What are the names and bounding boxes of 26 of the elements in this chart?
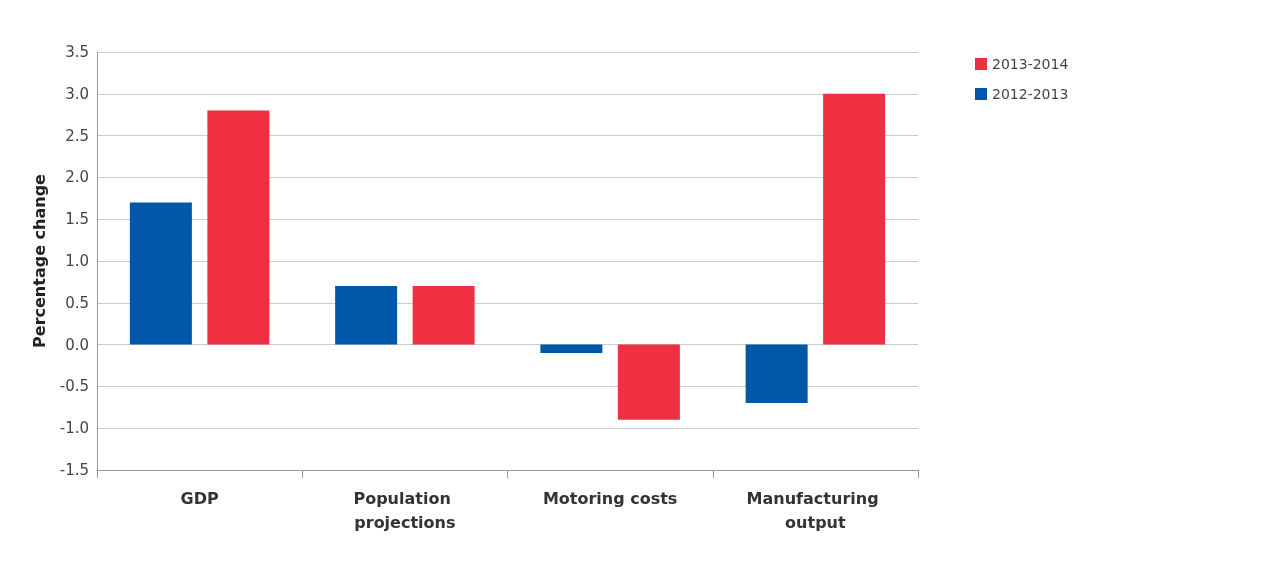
bar — [617, 344, 680, 420]
y-tick-label: 2.0 — [65, 168, 89, 187]
y-tick-label: -1.5 — [59, 461, 89, 479]
y-tick-label: 3.0 — [65, 84, 89, 103]
y-tick-label: 0.0 — [65, 335, 89, 354]
y-tick-label: -0.5 — [59, 377, 89, 396]
bar — [335, 286, 398, 345]
y-tick-label: 1.5 — [65, 210, 89, 229]
bar — [412, 286, 475, 345]
y-tick-label: 1.0 — [65, 252, 89, 270]
bar — [540, 344, 603, 353]
x-tick-label: GDP — [180, 488, 219, 508]
x-tick-label: Manufacturing output — [746, 488, 885, 532]
x-tick-label: Population projections — [353, 488, 457, 532]
bar — [745, 344, 808, 404]
y-tick-label: 3.5 — [65, 43, 89, 61]
bar — [207, 110, 270, 345]
legend-label: 2013-2014 — [992, 56, 1069, 72]
bar — [823, 93, 886, 345]
x-tick-label: Motoring costs — [542, 488, 678, 508]
y-tick-label: 2.5 — [65, 126, 89, 145]
legend-label: 2012-2013 — [992, 86, 1069, 102]
y-tick-label: 0.5 — [65, 293, 89, 312]
bar — [129, 202, 192, 345]
y-axis-title: Percentage change — [29, 173, 49, 348]
y-tick-label: -1.0 — [59, 419, 89, 438]
